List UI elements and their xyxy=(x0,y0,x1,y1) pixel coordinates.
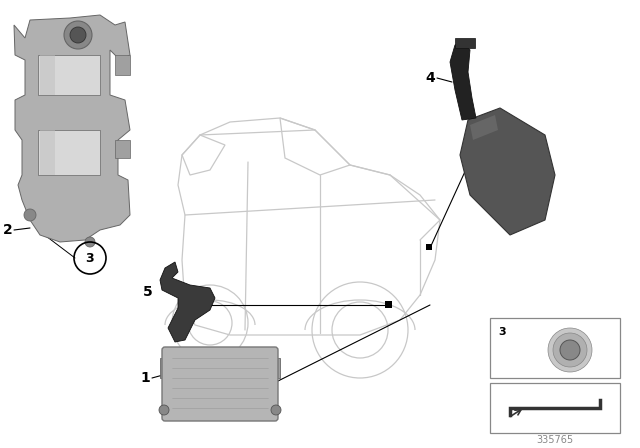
FancyBboxPatch shape xyxy=(162,347,278,421)
Circle shape xyxy=(64,21,92,49)
Polygon shape xyxy=(470,115,498,140)
Bar xyxy=(426,244,432,250)
Circle shape xyxy=(560,340,580,360)
Text: 5: 5 xyxy=(143,285,153,299)
Polygon shape xyxy=(14,15,130,242)
Bar xyxy=(490,318,620,378)
Text: 3: 3 xyxy=(498,327,506,337)
Polygon shape xyxy=(272,358,280,378)
Polygon shape xyxy=(115,140,130,158)
Bar xyxy=(490,383,620,433)
Circle shape xyxy=(85,237,95,247)
Polygon shape xyxy=(160,358,168,378)
Text: 3: 3 xyxy=(86,251,94,264)
Polygon shape xyxy=(38,130,100,175)
Polygon shape xyxy=(40,130,55,175)
Polygon shape xyxy=(450,42,476,120)
Circle shape xyxy=(552,332,588,368)
Polygon shape xyxy=(160,262,215,342)
Polygon shape xyxy=(38,55,100,95)
Circle shape xyxy=(70,27,86,43)
Text: 2: 2 xyxy=(3,223,13,237)
Wedge shape xyxy=(548,328,592,372)
Text: 4: 4 xyxy=(425,71,435,85)
Polygon shape xyxy=(455,38,475,48)
Polygon shape xyxy=(40,55,55,95)
Text: 335765: 335765 xyxy=(536,435,573,445)
Bar xyxy=(385,301,392,308)
Polygon shape xyxy=(115,55,130,75)
Circle shape xyxy=(24,209,36,221)
Polygon shape xyxy=(460,108,555,235)
Circle shape xyxy=(271,405,281,415)
Text: 1: 1 xyxy=(140,371,150,385)
Circle shape xyxy=(159,405,169,415)
